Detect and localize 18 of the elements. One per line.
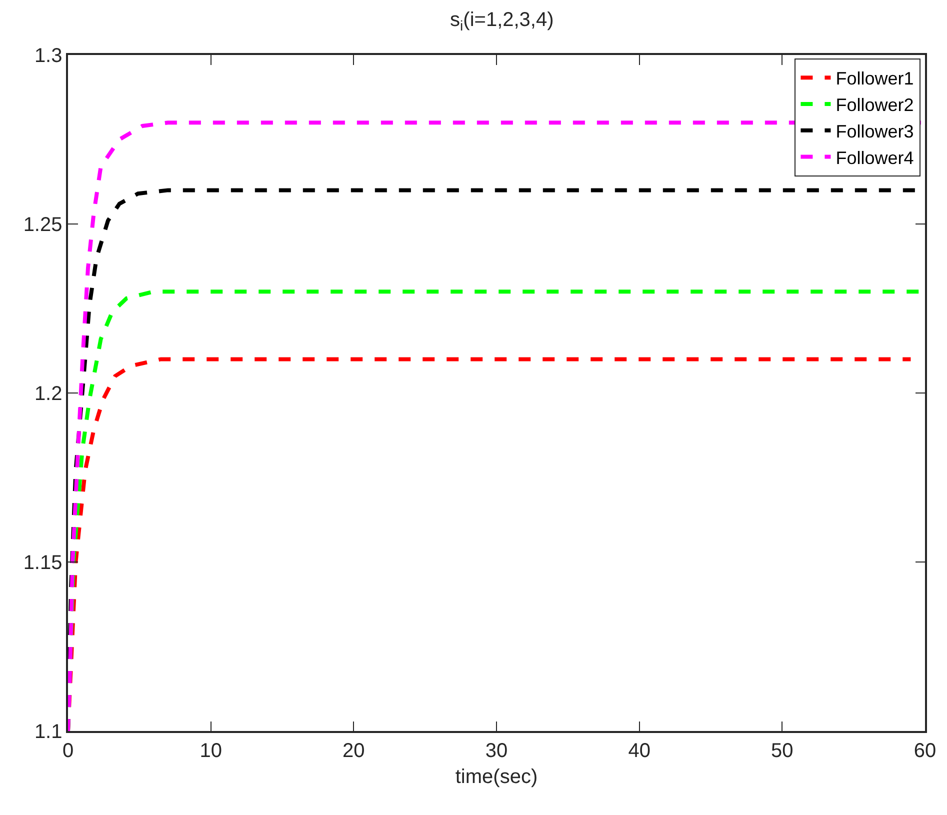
x-tick-label: 60 [914, 740, 936, 762]
x-axis-title: time(sec) [455, 766, 538, 788]
x-tick-label: 0 [62, 740, 74, 762]
y-tick-label: 1.25 [23, 214, 62, 236]
legend-label: Follower4 [836, 148, 914, 168]
y-tick-label: 1.15 [23, 552, 62, 574]
y-tick-label: 1.3 [34, 45, 62, 67]
legend-label: Follower1 [836, 68, 914, 89]
x-tick-label: 10 [200, 740, 222, 762]
x-tick-label: 30 [485, 740, 508, 762]
y-tick-label: 1.1 [34, 721, 62, 743]
legend-label: Follower2 [836, 95, 914, 115]
y-tick-label: 1.2 [34, 383, 62, 405]
legend-label: Follower3 [836, 121, 914, 142]
x-tick-label: 20 [342, 740, 365, 762]
x-tick-label: 40 [628, 740, 650, 762]
x-tick-label: 50 [771, 740, 794, 762]
chart-title: s$_{i}$(i=1,2,3,4) [450, 9, 554, 34]
